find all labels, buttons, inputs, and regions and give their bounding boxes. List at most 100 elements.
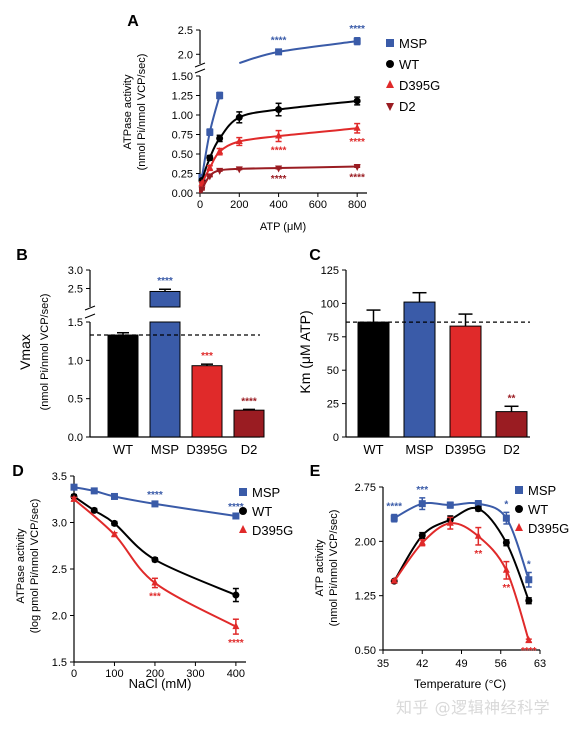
- panel-label-b: B: [16, 247, 28, 264]
- x-axis-label-e: Temperature (°C): [414, 677, 506, 691]
- legend-label-a: MSP: [399, 36, 427, 51]
- data-point-d395g-a: [353, 123, 361, 131]
- legend-label-a: D2: [399, 99, 416, 114]
- significance-e: ***: [416, 485, 428, 496]
- x-tick-label-e: 42: [416, 658, 428, 670]
- x-tick-label-a: 600: [309, 199, 327, 211]
- data-point-wt-e: [418, 532, 426, 540]
- legend-label-a: D395G: [399, 78, 440, 93]
- data-point-wt-e: [502, 539, 510, 547]
- x-tick-label-d: 300: [186, 668, 204, 680]
- significance-e: ****: [386, 502, 402, 513]
- y-axis-label-a: ATPase activity: [122, 74, 134, 149]
- y-tick-label-b: 0.5: [68, 394, 83, 406]
- y-axis-label-e: (nmol Pi/nmol VCP/sec): [328, 510, 340, 627]
- x-tick-label-a: 200: [230, 199, 248, 211]
- y-tick-label-a: 0.50: [172, 149, 193, 161]
- data-point-msp-a: [353, 37, 361, 45]
- legend-label-d: D395G: [252, 523, 293, 538]
- x-tick-label-d: 200: [146, 668, 164, 680]
- data-point-d2-a: [235, 166, 243, 174]
- significance-d: ****: [228, 502, 244, 513]
- y-tick-label-e: 1.25: [355, 591, 376, 603]
- data-point-wt-a: [353, 97, 361, 105]
- y-tick-label-a: 0.00: [172, 188, 193, 200]
- legend-marker-d: [239, 488, 247, 496]
- y-axis-label-d: (log pmol Pi/nmol VCP/sec): [29, 499, 41, 634]
- category-label-b: MSP: [151, 442, 179, 457]
- bar-msp-c: [403, 301, 436, 438]
- axis-break-b: [84, 313, 96, 319]
- category-label-b: WT: [113, 442, 133, 457]
- y-tick-label-d: 3.5: [52, 471, 67, 483]
- data-point-msp-d: [70, 483, 78, 491]
- legend-label-d: MSP: [252, 485, 280, 500]
- significance-b: ****: [157, 276, 173, 287]
- y-tick-label-a: 1.00: [172, 110, 193, 122]
- bar-msp-lower-b: [149, 321, 181, 438]
- significance-d: ***: [149, 592, 161, 603]
- data-point-wt-d: [110, 519, 118, 527]
- data-point-wt-a: [235, 113, 243, 121]
- y-axis-sublabel-b: (nmol Pi/nmol VCP/sec): [39, 294, 51, 411]
- y-tick-label-b: 1.0: [68, 355, 83, 367]
- y-axis-label-e: ATP activity: [314, 539, 326, 597]
- category-label-b: D2: [241, 442, 258, 457]
- legend-marker-a: [386, 103, 394, 111]
- watermark: 知乎 @逻辑神经科学: [396, 698, 551, 717]
- data-point-d395g-a: [216, 147, 224, 155]
- y-tick-label-c: 0: [333, 432, 339, 444]
- significance-d: ****: [228, 638, 244, 649]
- bar-wt-b: [107, 334, 139, 438]
- legend-label-d: WT: [252, 504, 272, 519]
- data-point-d395g-d: [232, 622, 240, 630]
- y-tick-label-b: 1.5: [68, 317, 83, 329]
- y-axis-label-b: Vmax: [17, 334, 33, 370]
- category-label-c: MSP: [405, 442, 433, 457]
- data-point-wt-d: [232, 591, 240, 599]
- data-point-d395g-d: [151, 578, 159, 586]
- y-axis-label-c: Km (μM ATP): [297, 310, 313, 393]
- x-tick-label-d: 400: [227, 668, 245, 680]
- data-point-d2-a: [206, 173, 214, 181]
- x-tick-label-a: 400: [269, 199, 287, 211]
- series-line-msp-a: [239, 40, 358, 64]
- y-tick-label-d: 2.0: [52, 611, 67, 623]
- data-point-d395g-e: [525, 636, 533, 644]
- x-tick-label-e: 63: [534, 658, 546, 670]
- data-point-msp-e: [502, 514, 510, 522]
- y-axis-label-a: (nmol Pi/nmol VCP/sec): [136, 54, 148, 171]
- significance-a: ****: [271, 146, 287, 157]
- significance-a: ****: [349, 172, 365, 183]
- axis-break-b: [84, 305, 96, 311]
- data-point-wt-a: [216, 134, 224, 142]
- significance-e: *: [504, 499, 508, 510]
- significance-e: **: [502, 583, 510, 594]
- bar-d2-c: [495, 411, 528, 438]
- y-tick-label-c: 75: [327, 332, 339, 344]
- legend-marker-e: [515, 486, 523, 494]
- bar-d395g-b: [191, 365, 223, 438]
- bar-msp-upper-b: [149, 290, 181, 308]
- category-label-b: D395G: [186, 442, 227, 457]
- data-point-msp-d: [90, 487, 98, 495]
- data-point-wt-d: [151, 556, 159, 564]
- significance-d: ****: [147, 490, 163, 501]
- legend-marker-d: [239, 507, 247, 515]
- significance-e: **: [474, 549, 482, 560]
- legend-label-a: WT: [399, 57, 419, 72]
- data-point-d395g-e: [474, 531, 482, 539]
- data-point-msp-d: [110, 492, 118, 500]
- y-tick-label-e: 0.50: [355, 645, 376, 657]
- data-point-wt-a: [206, 154, 214, 162]
- significance-a: ****: [349, 137, 365, 148]
- legend-label-e: D395G: [528, 521, 569, 536]
- data-point-wt-d: [90, 506, 98, 514]
- legend-marker-e: [515, 505, 523, 513]
- data-point-msp-d: [151, 500, 159, 508]
- y-tick-label-d: 2.5: [52, 564, 67, 576]
- data-point-wt-e: [474, 505, 482, 513]
- x-axis-label-d: NaCl (mM): [129, 676, 192, 691]
- legend-marker-d: [239, 525, 247, 533]
